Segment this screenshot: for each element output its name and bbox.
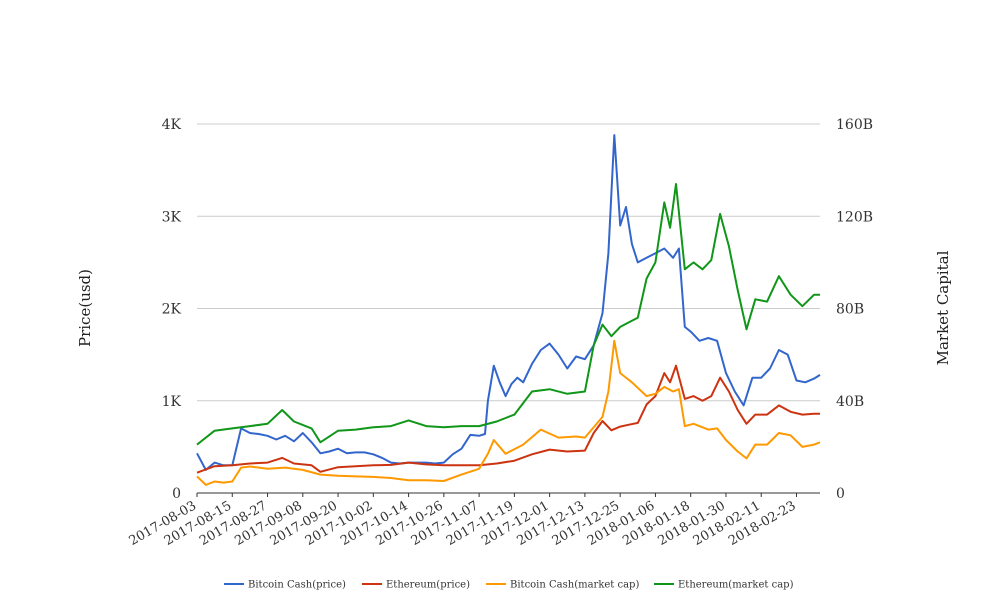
legend-label: Bitcoin Cash(market cap): [510, 580, 639, 591]
x-axis: 2017-08-032017-08-152017-08-272017-09-08…: [127, 493, 798, 549]
y-right-tick-label: 160B: [836, 117, 873, 133]
series-line-1: [196, 134, 821, 471]
y-left-tick-label: 0: [172, 486, 181, 502]
y-left-axis-title: Price(usd): [76, 269, 94, 347]
y-left-tick-label: 3K: [162, 209, 182, 225]
legend-label: Ethereum(market cap): [678, 580, 794, 591]
y-right-tick-label: 40B: [836, 394, 864, 410]
series-line-4: [196, 183, 820, 446]
legend-label: Ethereum(price): [386, 580, 470, 591]
y-right-axis-title: Market Capital: [934, 250, 952, 365]
series-lines: [196, 134, 821, 486]
series-line-2: [196, 364, 820, 474]
legend-label: Bitcoin Cash(price): [248, 580, 346, 591]
gridlines: [197, 123, 820, 494]
y-left-tick-label: 2K: [162, 302, 182, 318]
legend: Bitcoin Cash(price) Ethereum(price) Bitcoi…: [224, 580, 794, 591]
y-right-tick-label: 80B: [836, 302, 864, 318]
y-right-tick-label: 120B: [836, 209, 873, 225]
y-axis-left: 0 1K 2K 3K 4K: [162, 117, 182, 502]
y-left-tick-label: 4K: [162, 117, 182, 133]
y-axis-right: 0 40B 80B 120B 160B: [836, 117, 873, 502]
y-left-tick-label: 1K: [162, 394, 182, 410]
y-right-tick-label: 0: [836, 486, 845, 502]
series-line-3: [196, 339, 821, 486]
